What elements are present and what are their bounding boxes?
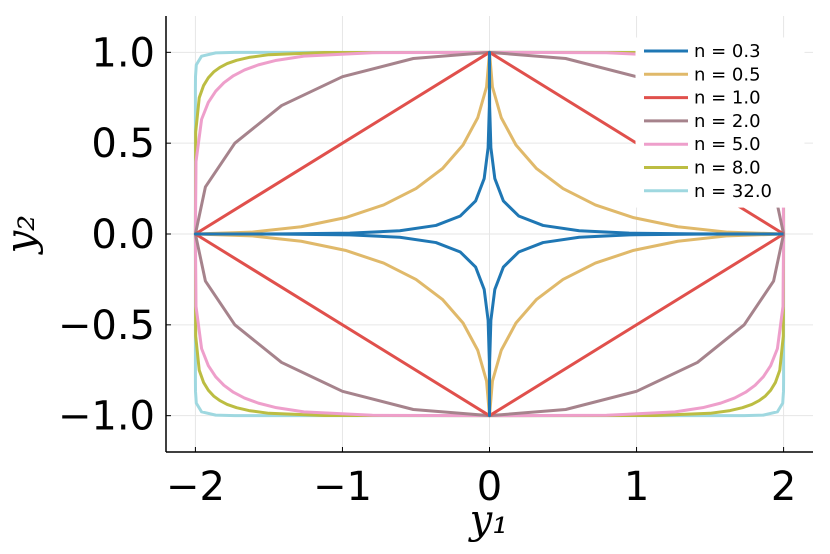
- y-axis-label: y₂: [0, 215, 44, 256]
- legend: n = 0.3n = 0.5 n = 1.0n = 2.0n = 5.0 n = 8…: [635, 37, 805, 208]
- legend-label: n = 0.5: [694, 64, 761, 85]
- legend-label: n = 0.3: [694, 41, 761, 62]
- legend-box: [635, 37, 805, 208]
- series-line: [193, 50, 784, 418]
- legend-label: n = 2.0: [694, 111, 761, 132]
- y-tick-label: 0.5: [91, 121, 155, 167]
- x-tick-label: −1: [313, 464, 372, 510]
- x-tick-label: 1: [624, 464, 649, 510]
- x-axis-label: y₁: [468, 497, 509, 543]
- legend-label: n = 1.0: [694, 88, 761, 109]
- x-tick-label: 2: [771, 464, 796, 510]
- y-tick-label: −0.5: [58, 303, 155, 349]
- legend-label: n = 5.0: [694, 134, 761, 155]
- y-tick-label: −1.0: [58, 394, 155, 440]
- x-tick-label: −2: [166, 464, 225, 510]
- x-tick-label: 0: [477, 464, 502, 510]
- y-tick-label: 1.0: [91, 30, 155, 76]
- y-tick-label: 0.0: [91, 212, 155, 258]
- legend-label: n = 32.0: [694, 181, 772, 202]
- legend-label: n = 8.0: [694, 158, 761, 179]
